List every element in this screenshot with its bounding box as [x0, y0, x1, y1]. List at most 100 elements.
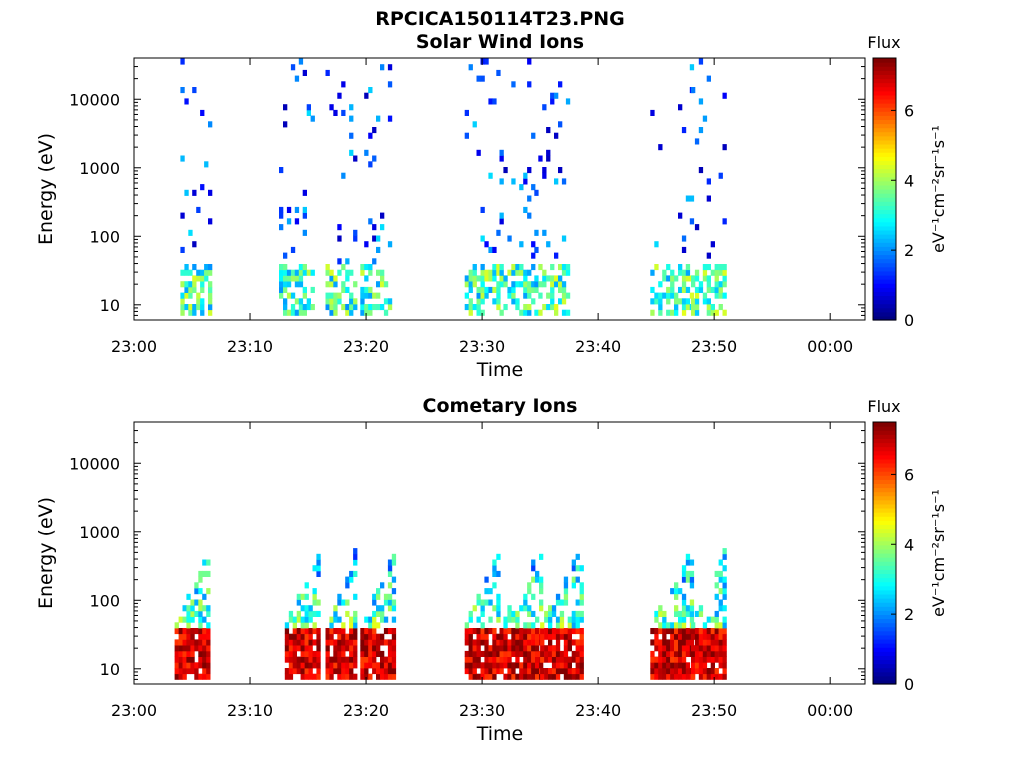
heatmap-cell: [523, 639, 528, 646]
heatmap-cell: [391, 576, 397, 583]
heatmap-cell: [523, 286, 528, 293]
heatmap-cell: [511, 269, 516, 276]
heatmap-cell: [368, 616, 373, 623]
heatmap-cell: [372, 668, 377, 675]
heatmap-cell: [559, 656, 565, 663]
heatmap-cell: [698, 668, 704, 675]
heatmap-cell: [188, 229, 193, 236]
heatmap-cell: [376, 292, 381, 299]
colorbar-segment: [873, 172, 896, 178]
heatmap-cell: [206, 588, 211, 595]
colorbar-segment: [873, 201, 896, 206]
heatmap-cell: [662, 645, 667, 652]
heatmap-cell: [710, 645, 715, 652]
heatmap-cell: [718, 286, 723, 293]
heatmap-cell: [208, 189, 213, 196]
heatmap-cell: [184, 286, 189, 293]
heatmap-cell: [499, 645, 504, 652]
heatmap-cell: [368, 639, 373, 646]
heatmap-cell: [325, 633, 330, 640]
heatmap-cell: [464, 109, 469, 116]
heatmap-cell: [353, 628, 358, 635]
heatmap-cell: [302, 286, 307, 293]
heatmap-cell: [178, 645, 183, 652]
heatmap-cell: [492, 628, 497, 635]
heatmap-cell: [706, 275, 711, 282]
heatmap-cell: [391, 553, 397, 560]
heatmap-cell: [527, 633, 532, 640]
heatmap-cell: [202, 645, 207, 652]
heatmap-cell: [300, 662, 305, 669]
heatmap-cell: [681, 662, 687, 669]
heatmap-cell: [329, 269, 334, 276]
heatmap-cell: [563, 639, 569, 646]
heatmap-cell: [650, 286, 655, 293]
heatmap-cell: [194, 639, 199, 646]
heatmap-cell: [527, 269, 532, 276]
heatmap-cell: [391, 605, 397, 612]
heatmap-cell: [714, 628, 719, 635]
heatmap-cell: [666, 673, 671, 680]
heatmap-cell: [353, 235, 358, 242]
heatmap-cell: [312, 628, 317, 635]
heatmap-cell: [571, 650, 576, 657]
heatmap-cell: [184, 281, 189, 288]
heatmap-cell: [380, 212, 385, 219]
heatmap-cell: [718, 633, 723, 640]
heatmap-cell: [535, 628, 540, 635]
heatmap-cell: [376, 645, 381, 652]
heatmap-cell: [480, 275, 485, 282]
heatmap-cell: [698, 633, 704, 640]
heatmap-cell: [650, 628, 655, 635]
heatmap-cell: [550, 281, 555, 288]
heatmap-cell: [476, 149, 481, 156]
heatmap-cell: [472, 269, 477, 276]
heatmap-cell: [678, 212, 683, 219]
y-axis-label: Energy (eV): [35, 133, 57, 245]
heatmap-cell: [308, 662, 313, 669]
heatmap-cell: [380, 224, 385, 231]
heatmap-cell: [202, 616, 207, 623]
colorbar-segment: [873, 528, 896, 534]
heatmap-cell: [496, 599, 501, 606]
heatmap-cell: [387, 656, 393, 663]
heatmap-cell: [714, 264, 719, 271]
heatmap-cell: [349, 673, 354, 680]
heatmap-cell: [294, 218, 300, 225]
heatmap-cell: [685, 650, 691, 657]
heatmap-cell: [286, 281, 292, 288]
colorbar-segment: [873, 90, 896, 96]
heatmap-cell: [364, 628, 369, 635]
heatmap-cell: [503, 645, 508, 652]
heatmap-cell: [329, 668, 334, 675]
heatmap-cell: [284, 668, 290, 675]
heatmap-cell: [710, 673, 715, 680]
heatmap-cell: [511, 264, 516, 271]
heatmap-cell: [316, 633, 321, 640]
heatmap-cell: [706, 252, 711, 259]
heatmap-cell: [294, 269, 300, 276]
heatmap-cell: [304, 616, 309, 623]
heatmap-cell: [180, 246, 185, 253]
heatmap-cell: [507, 673, 512, 680]
y-tick-label: 100: [89, 227, 120, 246]
heatmap-cell: [546, 155, 551, 162]
heatmap-cell: [188, 286, 193, 293]
heatmap-cell: [337, 258, 342, 265]
heatmap-cell: [306, 109, 311, 116]
heatmap-cell: [527, 673, 532, 680]
heatmap-cell: [174, 650, 179, 657]
heatmap-cell: [531, 633, 536, 640]
heatmap-cell: [296, 645, 301, 652]
heatmap-cell: [542, 104, 547, 111]
heatmap-cell: [372, 599, 377, 606]
heatmap-cell: [689, 582, 695, 589]
heatmap-cell: [387, 599, 393, 606]
heatmap-cell: [670, 275, 675, 282]
heatmap-cell: [286, 309, 292, 316]
heatmap-cell: [658, 281, 663, 288]
colorbar-segment: [873, 127, 896, 133]
heatmap-cell: [681, 616, 687, 623]
heatmap-cell: [464, 633, 469, 640]
heatmap-cell: [666, 645, 671, 652]
